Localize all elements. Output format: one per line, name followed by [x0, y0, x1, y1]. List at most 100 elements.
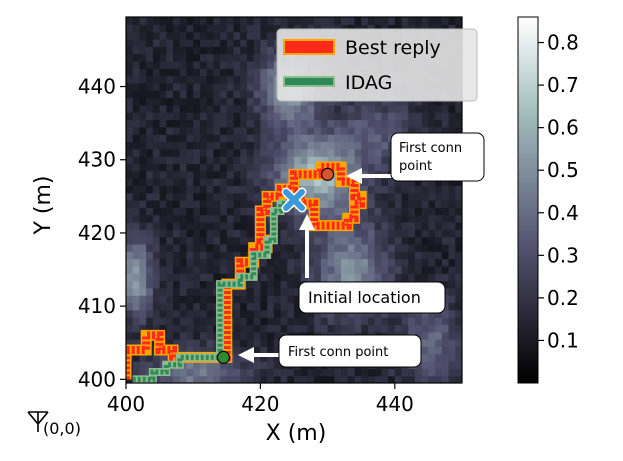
heatmap-cell: [334, 229, 342, 238]
heatmap-cell: [226, 207, 235, 216]
heatmap-cell: [159, 178, 167, 186]
heatmap-cell: [341, 243, 349, 252]
heatmap-cell: [152, 295, 161, 304]
heatmap-cell: [435, 317, 443, 326]
heatmap-cell: [159, 38, 167, 47]
heatmap-cell: [287, 119, 295, 128]
heatmap-cell: [199, 126, 208, 135]
heatmap-cell: [213, 104, 221, 113]
heatmap-cell: [421, 207, 429, 216]
heatmap-cell: [233, 134, 241, 143]
heatmap-cell: [300, 375, 309, 383]
heatmap-cell: [428, 185, 436, 194]
heatmap-cell: [126, 17, 134, 25]
heatmap-cell: [381, 192, 389, 201]
heatmap-cell: [233, 251, 241, 260]
heatmap-cell: [374, 251, 382, 260]
heatmap-cell: [287, 302, 295, 311]
heatmap-cell: [435, 353, 443, 362]
heatmap-cell: [246, 112, 255, 121]
heatmap-cell: [388, 273, 396, 282]
heatmap-cell: [206, 82, 214, 91]
heatmap-cell: [267, 170, 275, 179]
heatmap-cell: [408, 368, 416, 377]
heatmap-cell: [414, 375, 423, 383]
heatmap-cell: [213, 134, 221, 143]
heatmap-cell: [233, 309, 241, 318]
heatmap-cell: [455, 207, 462, 216]
heatmap-cell: [334, 156, 342, 164]
heatmap-cell: [341, 324, 349, 333]
heatmap-cell: [146, 309, 154, 318]
heatmap-cell: [388, 236, 396, 245]
heatmap-cell: [213, 141, 221, 150]
heatmap-cell: [428, 324, 436, 333]
heatmap-cell: [213, 82, 221, 91]
heatmap-cell: [341, 200, 349, 208]
heatmap-cell: [132, 265, 141, 274]
heatmap-cell: [455, 295, 462, 304]
heatmap-cell: [233, 368, 241, 377]
heatmap-cell: [367, 324, 376, 333]
heatmap-cell: [347, 119, 356, 128]
heatmap-cell: [280, 156, 288, 164]
heatmap-cell: [220, 170, 228, 179]
heatmap-cell: [401, 229, 409, 238]
heatmap-cell: [435, 214, 443, 223]
heatmap-cell: [441, 192, 450, 201]
heatmap-cell: [152, 104, 161, 113]
heatmap-cell: [206, 229, 214, 238]
heatmap-cell: [401, 368, 409, 377]
heatmap-cell: [213, 126, 221, 135]
heatmap-cell: [394, 243, 403, 252]
heatmap-cell: [273, 309, 282, 318]
heatmap-cell: [381, 375, 389, 383]
heatmap-cell: [260, 24, 268, 33]
heatmap-cell: [240, 185, 248, 194]
heatmap-cell: [414, 243, 423, 252]
heatmap-cell: [260, 31, 268, 40]
heatmap-cell: [287, 17, 295, 25]
heatmap-cell: [267, 24, 275, 33]
heatmap-cell: [253, 31, 261, 40]
heatmap-cell: [354, 119, 362, 128]
heatmap-cell: [213, 251, 221, 260]
heatmap-cell: [367, 236, 376, 245]
heatmap-cell: [213, 243, 221, 252]
heatmap-cell: [361, 112, 369, 121]
heatmap-cell: [233, 24, 241, 33]
heatmap-cell: [126, 280, 134, 289]
heatmap-cell: [132, 90, 141, 99]
heatmap-cell: [240, 24, 248, 33]
heatmap-cell: [408, 112, 416, 121]
heatmap-cell: [139, 170, 147, 179]
heatmap-cell: [374, 243, 382, 252]
heatmap-cell: [220, 24, 228, 33]
heatmap-cell: [448, 368, 456, 377]
heatmap-cell: [193, 280, 201, 289]
heatmap-cell: [226, 53, 235, 62]
heatmap-cell: [367, 258, 376, 267]
heatmap-cell: [179, 207, 188, 216]
heatmap-cell: [206, 119, 214, 128]
heatmap-cell: [213, 46, 221, 55]
heatmap-cell: [354, 368, 362, 377]
heatmap-cell: [408, 243, 416, 252]
heatmap-cell: [146, 229, 154, 238]
heatmap-cell: [394, 24, 403, 33]
heatmap-cell: [146, 214, 154, 223]
heatmap-cell: [159, 236, 167, 245]
heatmap-cell: [159, 295, 167, 304]
heatmap-cell: [179, 236, 188, 245]
heatmap-cell: [367, 317, 376, 326]
heatmap-cell: [300, 126, 309, 135]
heatmap-cell: [179, 251, 188, 260]
heatmap-cell: [435, 331, 443, 340]
heatmap-cell: [139, 90, 147, 99]
heatmap-cell: [334, 207, 342, 216]
heatmap-cell: [401, 126, 409, 135]
heatmap-cell: [260, 361, 268, 369]
heatmap-cell: [220, 112, 228, 121]
heatmap-cell: [132, 280, 141, 289]
heatmap-cell: [126, 156, 134, 164]
